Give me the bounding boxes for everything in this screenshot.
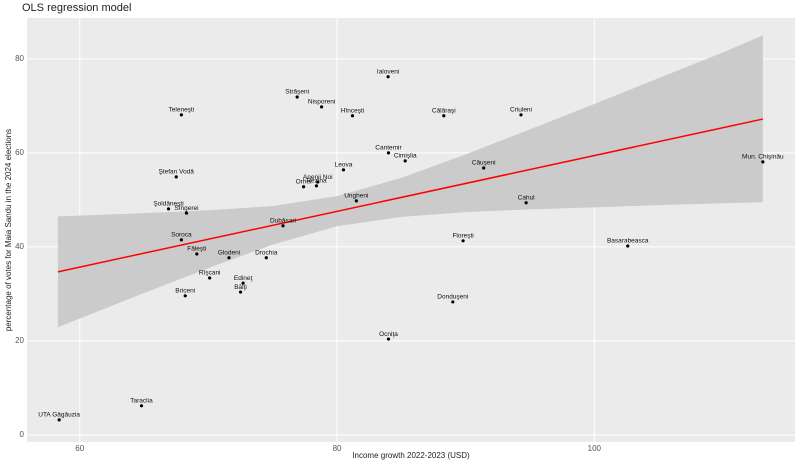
point-label: Drochia (255, 249, 278, 256)
point (227, 256, 231, 260)
point (350, 114, 355, 118)
point-label: Cantemir (375, 145, 402, 152)
point (184, 211, 189, 215)
x-axis-label: Income growth 2022-2023 (USD) (352, 451, 470, 460)
y-tick-label: 0 (20, 430, 25, 439)
point (451, 300, 455, 304)
point (519, 113, 523, 117)
x-tick-label: 80 (333, 444, 342, 453)
point-label: Nisporeni (308, 99, 335, 106)
point-label: Dubăsari (270, 217, 296, 224)
point (301, 185, 306, 189)
point-label: Cahul (518, 194, 536, 201)
point-label: Criuleni (510, 107, 532, 114)
y-tick-label: 60 (15, 148, 24, 157)
point-label: Donduşeni (437, 294, 468, 301)
point-label: Floreşti (452, 233, 473, 240)
point (57, 418, 61, 422)
point-label: UTA Găgăuzia (38, 412, 80, 419)
point (179, 113, 183, 117)
point (761, 160, 765, 164)
point (183, 294, 187, 298)
point-label: Mun. Chişinău (742, 154, 784, 161)
point (241, 281, 245, 285)
y-tick-label: 40 (15, 242, 24, 251)
point-label: Hînceşti (341, 107, 364, 114)
point-label: Sîngerei (174, 205, 198, 212)
chart-title: OLS regression model (22, 2, 131, 14)
point-label: Ialoveni (377, 68, 399, 75)
point-label: Şoldăneşti (153, 201, 183, 208)
point (386, 151, 391, 155)
point-label: Orhei (296, 178, 312, 185)
point-label: Căuşeni (472, 160, 496, 167)
point (386, 75, 390, 79)
y-axis-label: percentage of votes for Maia Sandu in th… (4, 129, 13, 331)
point (264, 256, 268, 260)
x-tick-label: 100 (588, 444, 602, 453)
point (281, 224, 285, 228)
y-tick-label: 20 (15, 336, 24, 345)
point (166, 207, 171, 211)
point-label: Glodeni (218, 249, 240, 256)
point (626, 244, 630, 248)
point (461, 239, 465, 243)
point (195, 252, 199, 256)
point-label: Edineţ (234, 275, 253, 282)
confidence-band (57, 35, 763, 328)
x-tick-label: 60 (75, 444, 84, 453)
point-label: Rîşcani (199, 270, 221, 277)
point (386, 337, 391, 341)
point (403, 159, 407, 163)
point (314, 184, 319, 188)
point-label: Basarabeasca (607, 238, 649, 245)
regression-line (57, 118, 763, 273)
point (341, 168, 346, 172)
point-label: Făleşti (187, 246, 206, 253)
point (174, 175, 178, 179)
point (238, 290, 243, 294)
point-label: Briceni (175, 288, 195, 295)
point-label: Leova (335, 162, 353, 169)
point-label: Străşeni (285, 89, 309, 96)
point (295, 95, 299, 99)
point-label: Ştefan Vodă (159, 169, 195, 176)
point (482, 166, 486, 170)
point-label: Soroca (171, 232, 192, 239)
point-label: Ungheni (344, 193, 368, 200)
point-label: Rezina (306, 178, 327, 185)
point-label: Taraclia (130, 398, 153, 405)
point-label: Anenii Noi (303, 174, 333, 181)
point (208, 276, 212, 280)
point (442, 114, 446, 118)
point (319, 105, 324, 109)
point (139, 404, 144, 408)
point (354, 199, 358, 203)
point (316, 180, 320, 184)
point-label: Călăraşi (432, 107, 456, 114)
point-label: Ocniţa (379, 331, 398, 338)
point-label: Cimişlia (394, 153, 417, 160)
y-tick-label: 80 (15, 54, 24, 63)
point (524, 201, 528, 205)
point (179, 238, 183, 242)
point-label: Bălţi (234, 284, 247, 291)
point-label: Teleneşti (169, 107, 195, 114)
